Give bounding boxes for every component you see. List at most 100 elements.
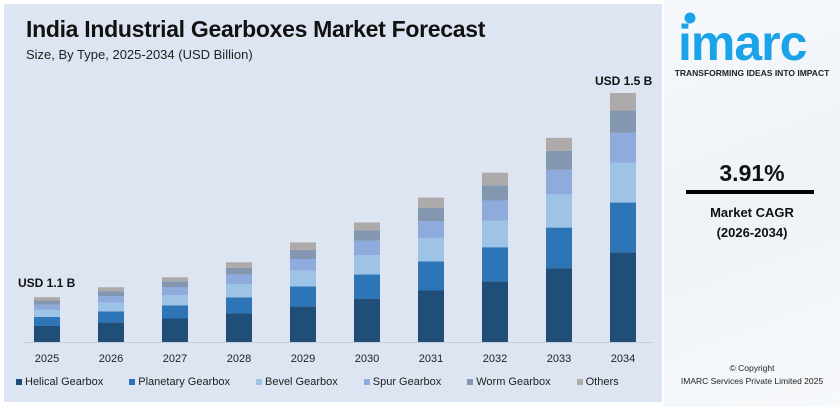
legend-swatch bbox=[129, 379, 136, 385]
bar-segment-2031-4 bbox=[418, 207, 444, 222]
x-tick-label: 2026 bbox=[99, 353, 123, 365]
legend-item: Others bbox=[576, 376, 619, 388]
bar-segment-2033-0 bbox=[546, 268, 572, 342]
bar-segment-2028-2 bbox=[226, 284, 252, 298]
bar-segment-2033-2 bbox=[546, 194, 572, 228]
bar-segment-2025-2 bbox=[34, 309, 60, 317]
svg-text:imarc: imarc bbox=[678, 15, 807, 66]
bar-segment-2031-0 bbox=[418, 290, 444, 342]
bar-segment-2028-4 bbox=[226, 267, 252, 275]
bar-segment-2030-4 bbox=[354, 230, 380, 241]
chart-title: India Industrial Gearboxes Market Foreca… bbox=[26, 16, 486, 42]
bar-segment-2031-5 bbox=[418, 197, 444, 208]
bar-segment-2029-1 bbox=[290, 286, 316, 307]
bar-segment-2032-2 bbox=[482, 220, 508, 248]
bar-segment-2032-3 bbox=[482, 200, 508, 221]
bar-segment-2033-1 bbox=[546, 227, 572, 269]
bar-segment-2025-3 bbox=[34, 304, 60, 310]
cagr-value: 3.91% bbox=[719, 160, 785, 186]
x-tick-label: 2030 bbox=[355, 353, 379, 365]
bar-segment-2033-5 bbox=[546, 137, 572, 151]
bar-segment-2026-3 bbox=[98, 296, 124, 303]
tagline: TRANSFORMING IDEAS INTO IMPACT bbox=[674, 68, 830, 78]
bar-segment-2027-5 bbox=[162, 277, 188, 282]
bar-segment-2028-1 bbox=[226, 297, 252, 314]
bar-segment-2032-5 bbox=[482, 172, 508, 186]
x-tick-label: 2028 bbox=[227, 353, 251, 365]
bar-segment-2025-0 bbox=[34, 325, 60, 342]
chart-legend: Helical Gearbox Planetary Gearbox Bevel Ge… bbox=[16, 376, 645, 388]
legend-item: Worm Gearbox bbox=[467, 376, 551, 388]
legend-item: Spur Gearbox bbox=[363, 376, 442, 388]
bar-segment-2031-3 bbox=[418, 221, 444, 238]
bar-segment-2034-3 bbox=[610, 132, 636, 163]
bar-segment-2034-4 bbox=[610, 110, 636, 133]
bar-segment-2030-0 bbox=[354, 298, 380, 342]
imarc-logo: imarc bbox=[678, 12, 808, 66]
bar-segment-2026-2 bbox=[98, 302, 124, 312]
bar-segment-2027-1 bbox=[162, 305, 188, 319]
legend-swatch bbox=[255, 379, 262, 385]
x-tick-label: 2027 bbox=[163, 353, 187, 365]
x-tick-label: 2029 bbox=[291, 353, 315, 365]
bar-segment-2027-0 bbox=[162, 318, 188, 342]
x-tick-label: 2032 bbox=[483, 353, 507, 365]
copyright-text: © Copyright bbox=[729, 363, 775, 373]
x-tick-label: 2034 bbox=[611, 353, 635, 365]
bar-segment-2025-4 bbox=[34, 300, 60, 305]
bar-segment-2025-5 bbox=[34, 297, 60, 301]
bar-segment-2029-5 bbox=[290, 242, 316, 250]
copyright: © Copyright IMARC Services Private Limit… bbox=[664, 362, 840, 388]
bar-segment-2027-4 bbox=[162, 281, 188, 287]
bar-segment-2030-2 bbox=[354, 255, 380, 275]
bar-segment-2027-2 bbox=[162, 295, 188, 306]
cagr-label-text: Market CAGR bbox=[710, 205, 794, 220]
bar-segment-2027-3 bbox=[162, 286, 188, 296]
x-tick-label: 2033 bbox=[547, 353, 571, 365]
side-panel: imarc TRANSFORMING IDEAS INTO IMPACT 3.9… bbox=[664, 0, 840, 407]
bar-segment-2032-4 bbox=[482, 185, 508, 201]
bar-segment-2031-2 bbox=[418, 237, 444, 262]
legend-label: Spur Gearbox bbox=[372, 376, 442, 388]
bar-segment-2026-4 bbox=[98, 291, 124, 297]
bar-segment-2026-1 bbox=[98, 311, 124, 323]
bar-segment-2026-5 bbox=[98, 287, 124, 292]
legend-label: Helical Gearbox bbox=[25, 376, 104, 388]
bar-segment-2029-4 bbox=[290, 249, 316, 259]
chart-subtitle: Size, By Type, 2025-2034 (USD Billion) bbox=[26, 47, 253, 62]
cagr-label: Market CAGR (2026-2034) bbox=[664, 203, 840, 243]
legend-swatch bbox=[576, 379, 583, 385]
x-tick-label: 2031 bbox=[419, 353, 443, 365]
bar-segment-2033-3 bbox=[546, 169, 572, 195]
bar-segment-2025-1 bbox=[34, 316, 60, 326]
legend-label: Others bbox=[585, 376, 619, 388]
divider bbox=[686, 190, 814, 194]
legend-item: Planetary Gearbox bbox=[129, 376, 230, 388]
bar-segment-2030-3 bbox=[354, 240, 380, 256]
bar-segment-2029-2 bbox=[290, 270, 316, 287]
bar-segment-2034-2 bbox=[610, 162, 636, 203]
legend-swatch bbox=[467, 379, 474, 385]
x-tick-label: 2025 bbox=[35, 353, 59, 365]
bar-segment-2030-5 bbox=[354, 222, 380, 231]
legend-swatch bbox=[16, 379, 22, 385]
bar-segment-2028-0 bbox=[226, 313, 252, 342]
bar-segment-2029-0 bbox=[290, 306, 316, 342]
bar-segment-2030-1 bbox=[354, 274, 380, 299]
bar-segment-2026-0 bbox=[98, 322, 124, 342]
chart-plot: 2025 USD 1.1 B 2026 2027 2028 2029 2030 2031 203… bbox=[18, 74, 654, 365]
legend-item: Bevel Gearbox bbox=[255, 376, 338, 388]
bar-segment-2031-1 bbox=[418, 261, 444, 291]
legend-item: Helical Gearbox bbox=[16, 376, 103, 388]
bar-segment-2034-5 bbox=[610, 93, 636, 111]
total-label: USD 1.1 B bbox=[18, 276, 76, 290]
bar-segment-2032-1 bbox=[482, 247, 508, 282]
legend-swatch bbox=[363, 379, 370, 385]
bar-segment-2032-0 bbox=[482, 281, 508, 342]
bar-segment-2029-3 bbox=[290, 259, 316, 271]
bar-segment-2034-1 bbox=[610, 202, 636, 253]
legend-label: Planetary Gearbox bbox=[138, 376, 230, 388]
chart-panel: India Industrial Gearboxes Market Foreca… bbox=[4, 4, 662, 402]
cagr-period: (2026-2034) bbox=[716, 225, 788, 240]
bar-segment-2028-3 bbox=[226, 274, 252, 285]
